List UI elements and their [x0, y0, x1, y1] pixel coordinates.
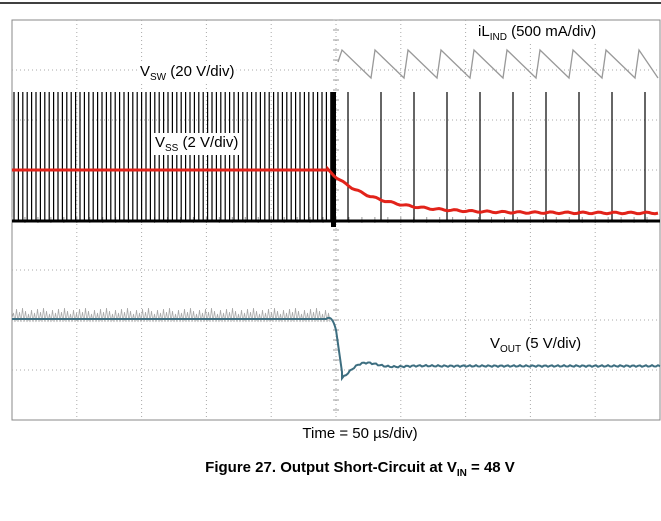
trace-label: VSS (2 V/div): [155, 134, 238, 154]
trace-label: VSW (20 V/div): [140, 63, 234, 83]
label-bg: [488, 334, 584, 356]
label-rest: (5 V/div): [521, 335, 581, 352]
trace-vsw-burst: [331, 92, 336, 227]
labels: iLIND (500 mA/div)VSW (20 V/div)VSS (2 V…: [138, 22, 599, 356]
label-main: V: [155, 134, 165, 151]
trace-ripple: [11, 307, 331, 323]
caption: Figure 27. Output Short-Circuit at VIN =…: [205, 459, 515, 479]
label-rest: (20 V/div): [166, 63, 234, 80]
label-sub: OUT: [500, 344, 521, 355]
trace-vss: [12, 165, 659, 216]
label-sub: SS: [165, 143, 179, 154]
label-rest: (2 V/div): [178, 134, 238, 151]
trace-vsw-spikes: [13, 92, 646, 220]
time-label: Time = 50 µs/div): [302, 425, 417, 442]
caption-sub: IN: [457, 468, 467, 479]
label-rest: (500 mA/div): [507, 23, 596, 40]
trace-label: iLIND (500 mA/div): [478, 23, 596, 43]
label-bg: [138, 62, 237, 84]
label-main: iL: [478, 23, 490, 40]
label-bg: [153, 133, 241, 155]
caption-main: Figure 27. Output Short-Circuit at V: [205, 459, 457, 476]
trace-il: [337, 48, 659, 80]
trace-vout: [12, 316, 661, 382]
traces: [11, 48, 661, 382]
label-sub: IND: [490, 32, 507, 43]
trace-label: VOUT (5 V/div): [490, 335, 581, 355]
caption-rest: = 48 V: [467, 459, 515, 476]
label-bg: [476, 22, 599, 44]
label-sub: SW: [150, 72, 167, 83]
label-main: V: [490, 335, 500, 352]
label-main: V: [140, 63, 150, 80]
